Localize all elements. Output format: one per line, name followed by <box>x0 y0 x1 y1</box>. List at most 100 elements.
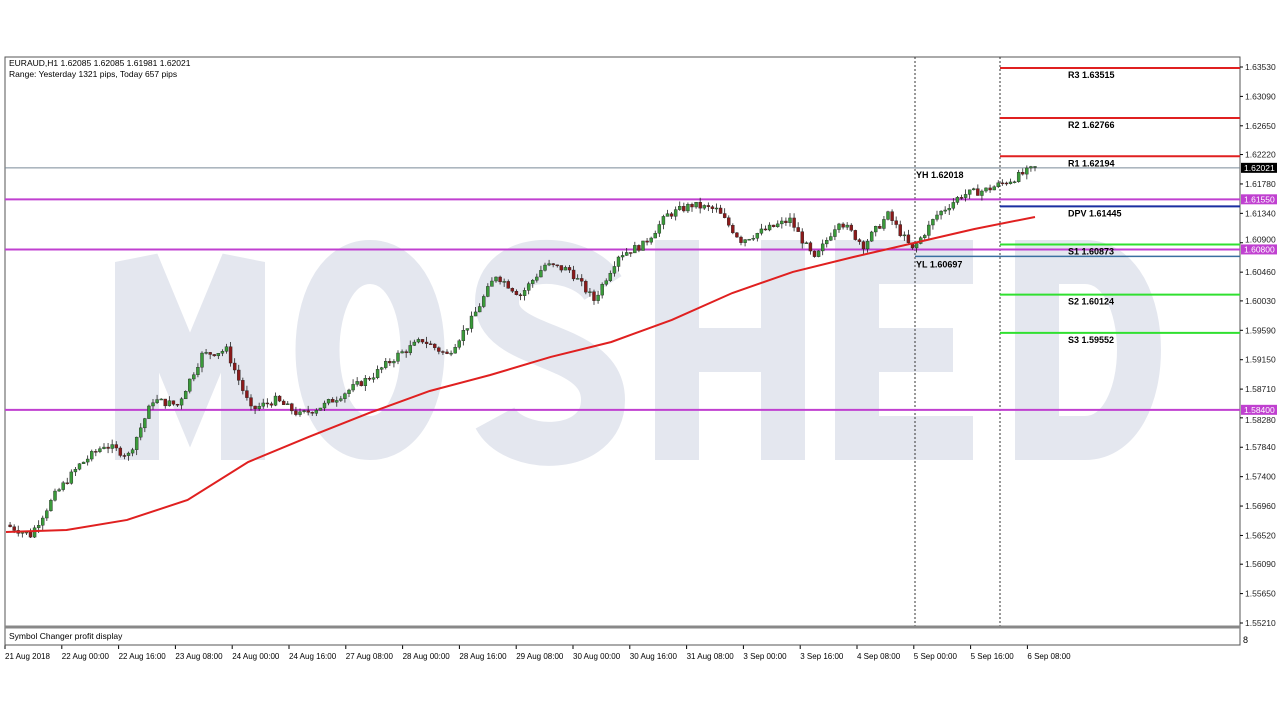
bull-candle <box>347 389 351 394</box>
bull-candle <box>220 351 225 354</box>
bull-candle <box>992 186 996 191</box>
bull-candle <box>183 391 188 400</box>
bull-candle <box>49 500 53 511</box>
y-tick-label: 1.62220 <box>1245 150 1276 160</box>
bull-candle <box>1029 166 1033 169</box>
bear-candle <box>359 381 363 387</box>
level-price-badge <box>1241 194 1277 205</box>
subpanel-label: Symbol Changer profit display <box>9 631 123 641</box>
level-price-label: 1.58400 <box>1244 405 1275 415</box>
y-tick-label: 1.60460 <box>1245 267 1276 277</box>
bull-candle <box>339 398 343 401</box>
bear-candle <box>841 223 845 228</box>
bull-candle <box>804 242 809 244</box>
y-tick-label: 1.59150 <box>1245 355 1276 365</box>
x-tick-label: 30 Aug 00:00 <box>573 652 621 661</box>
y-tick-label: 1.59590 <box>1245 325 1276 335</box>
pivot-label: R2 1.62766 <box>1068 120 1115 130</box>
bull-candle <box>477 306 482 313</box>
bull-candle <box>412 341 417 346</box>
bull-candle <box>820 243 825 252</box>
bull-candle <box>539 270 543 278</box>
bear-candle <box>424 341 429 344</box>
bear-candle <box>592 291 596 301</box>
y-tick-label: 1.55210 <box>1245 618 1276 628</box>
bull-candle <box>788 217 792 224</box>
bear-candle <box>727 217 731 226</box>
bull-candle <box>159 398 163 401</box>
bull-candle <box>816 250 821 257</box>
bear-candle <box>645 240 649 243</box>
bull-candle <box>408 345 412 354</box>
x-tick-label: 29 Aug 08:00 <box>516 652 564 661</box>
watermark-letter <box>655 240 805 460</box>
bull-candle <box>216 353 221 357</box>
bull-candle <box>151 402 155 407</box>
bull-candle <box>620 255 625 258</box>
x-tick-label: 31 Aug 08:00 <box>687 652 735 661</box>
bull-candle <box>633 245 637 254</box>
level-price-label: 1.61550 <box>1244 194 1275 204</box>
x-tick-label: 6 Sep 08:00 <box>1027 652 1071 661</box>
bull-candle <box>396 352 400 362</box>
bear-candle <box>567 267 572 271</box>
bull-candle <box>20 532 25 534</box>
bull-candle <box>686 204 690 212</box>
bull-candle <box>575 278 580 280</box>
yesterday-low-label: YL 1.60697 <box>916 259 962 269</box>
x-tick-label: 22 Aug 00:00 <box>62 652 110 661</box>
bull-candle <box>490 280 494 287</box>
bear-candle <box>551 263 555 266</box>
y-tick-label: 1.55650 <box>1245 589 1276 599</box>
bear-candle <box>669 213 674 217</box>
bull-candle <box>616 256 621 267</box>
x-tick-label: 3 Sep 00:00 <box>743 652 787 661</box>
bear-candle <box>731 225 735 234</box>
bull-candle <box>759 228 764 234</box>
y-tick-label: 1.57840 <box>1245 442 1276 452</box>
bull-candle <box>110 444 114 449</box>
bull-candle <box>767 224 772 231</box>
bear-candle <box>269 403 274 406</box>
bull-candle <box>355 381 359 385</box>
current-price-label: 1.62021 <box>1244 163 1275 173</box>
bear-candle <box>571 269 576 280</box>
bull-candle <box>661 216 666 225</box>
bear-candle <box>294 410 298 415</box>
bull-candle <box>951 202 956 209</box>
bull-candle <box>375 369 380 378</box>
y-tick-label: 1.57400 <box>1245 472 1276 482</box>
bear-candle <box>894 220 898 225</box>
watermark-letter <box>474 240 626 466</box>
bull-candle <box>400 351 404 354</box>
bear-candle <box>722 213 727 218</box>
bull-candle <box>192 374 196 380</box>
bull-candle <box>139 427 143 438</box>
bear-candle <box>241 380 245 391</box>
bull-candle <box>837 223 841 230</box>
bull-candle <box>935 214 939 220</box>
bull-candle <box>343 393 347 399</box>
pivot-label: R1 1.62194 <box>1068 158 1115 168</box>
bear-candle <box>281 400 286 405</box>
subpanel <box>4 626 1241 646</box>
bull-candle <box>73 468 78 473</box>
bull-candle <box>502 281 506 283</box>
bear-candle <box>861 241 866 250</box>
bear-candle <box>237 369 241 381</box>
bull-candle <box>69 471 74 484</box>
bull-candle <box>563 267 568 271</box>
bear-candle <box>441 351 445 353</box>
bull-candle <box>641 240 645 251</box>
bull-candle <box>482 296 486 307</box>
bear-candle <box>849 224 853 231</box>
bear-candle <box>28 531 33 538</box>
bear-candle <box>232 362 237 371</box>
bull-candle <box>902 234 907 237</box>
bull-candle <box>874 226 878 233</box>
current-price-badge <box>1241 162 1277 173</box>
moving-average-line <box>5 215 1036 533</box>
y-tick-label: 1.56090 <box>1245 559 1276 569</box>
pivot-label: S2 1.60124 <box>1068 297 1114 307</box>
